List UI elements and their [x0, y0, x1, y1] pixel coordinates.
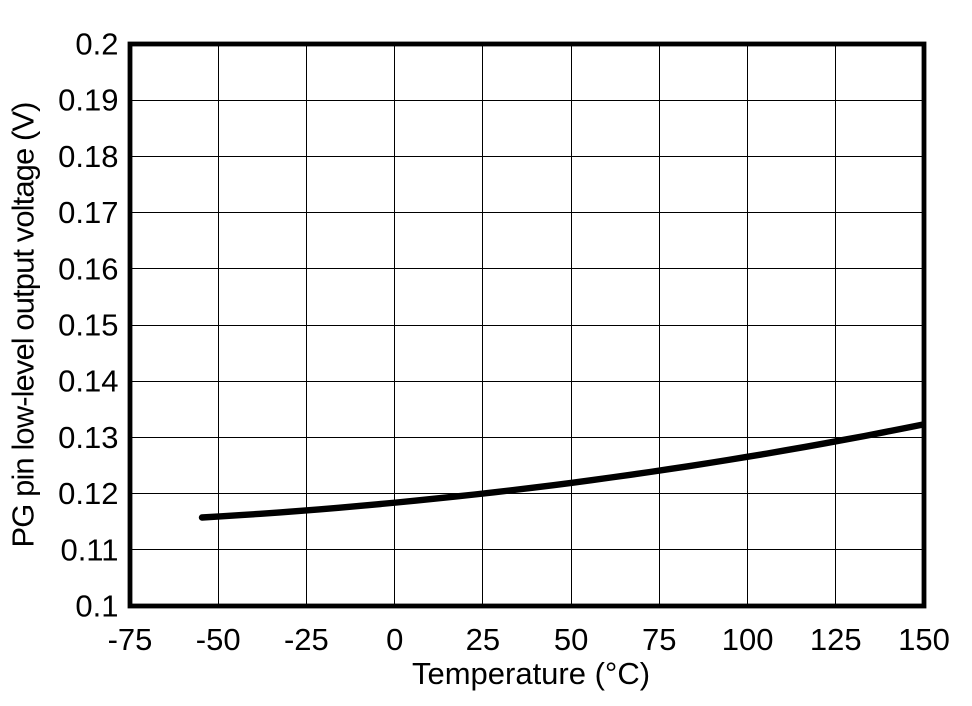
svg-text:0.1: 0.1 — [75, 589, 118, 624]
svg-text:Temperature (°C): Temperature (°C) — [412, 656, 650, 691]
svg-text:75: 75 — [642, 622, 676, 657]
svg-text:-25: -25 — [284, 622, 329, 657]
svg-text:0.12: 0.12 — [58, 476, 118, 511]
svg-text:0.13: 0.13 — [58, 420, 118, 455]
svg-text:150: 150 — [898, 622, 950, 657]
svg-text:0.11: 0.11 — [60, 532, 118, 567]
svg-text:0.19: 0.19 — [58, 83, 118, 118]
svg-text:125: 125 — [810, 622, 862, 657]
svg-text:-50: -50 — [196, 622, 241, 657]
svg-text:100: 100 — [722, 622, 774, 657]
svg-text:0.14: 0.14 — [58, 364, 118, 399]
svg-text:0: 0 — [386, 622, 403, 657]
svg-text:25: 25 — [466, 622, 500, 657]
svg-text:50: 50 — [554, 622, 588, 657]
svg-text:0.18: 0.18 — [58, 139, 118, 174]
svg-text:0.17: 0.17 — [58, 195, 118, 230]
svg-text:0.16: 0.16 — [58, 251, 118, 286]
svg-text:PG pin low-level output voltag: PG pin low-level output voltage (V) — [6, 102, 41, 548]
svg-text:0.15: 0.15 — [58, 308, 118, 343]
svg-text:0.2: 0.2 — [75, 27, 118, 62]
svg-text:-75: -75 — [108, 622, 153, 657]
